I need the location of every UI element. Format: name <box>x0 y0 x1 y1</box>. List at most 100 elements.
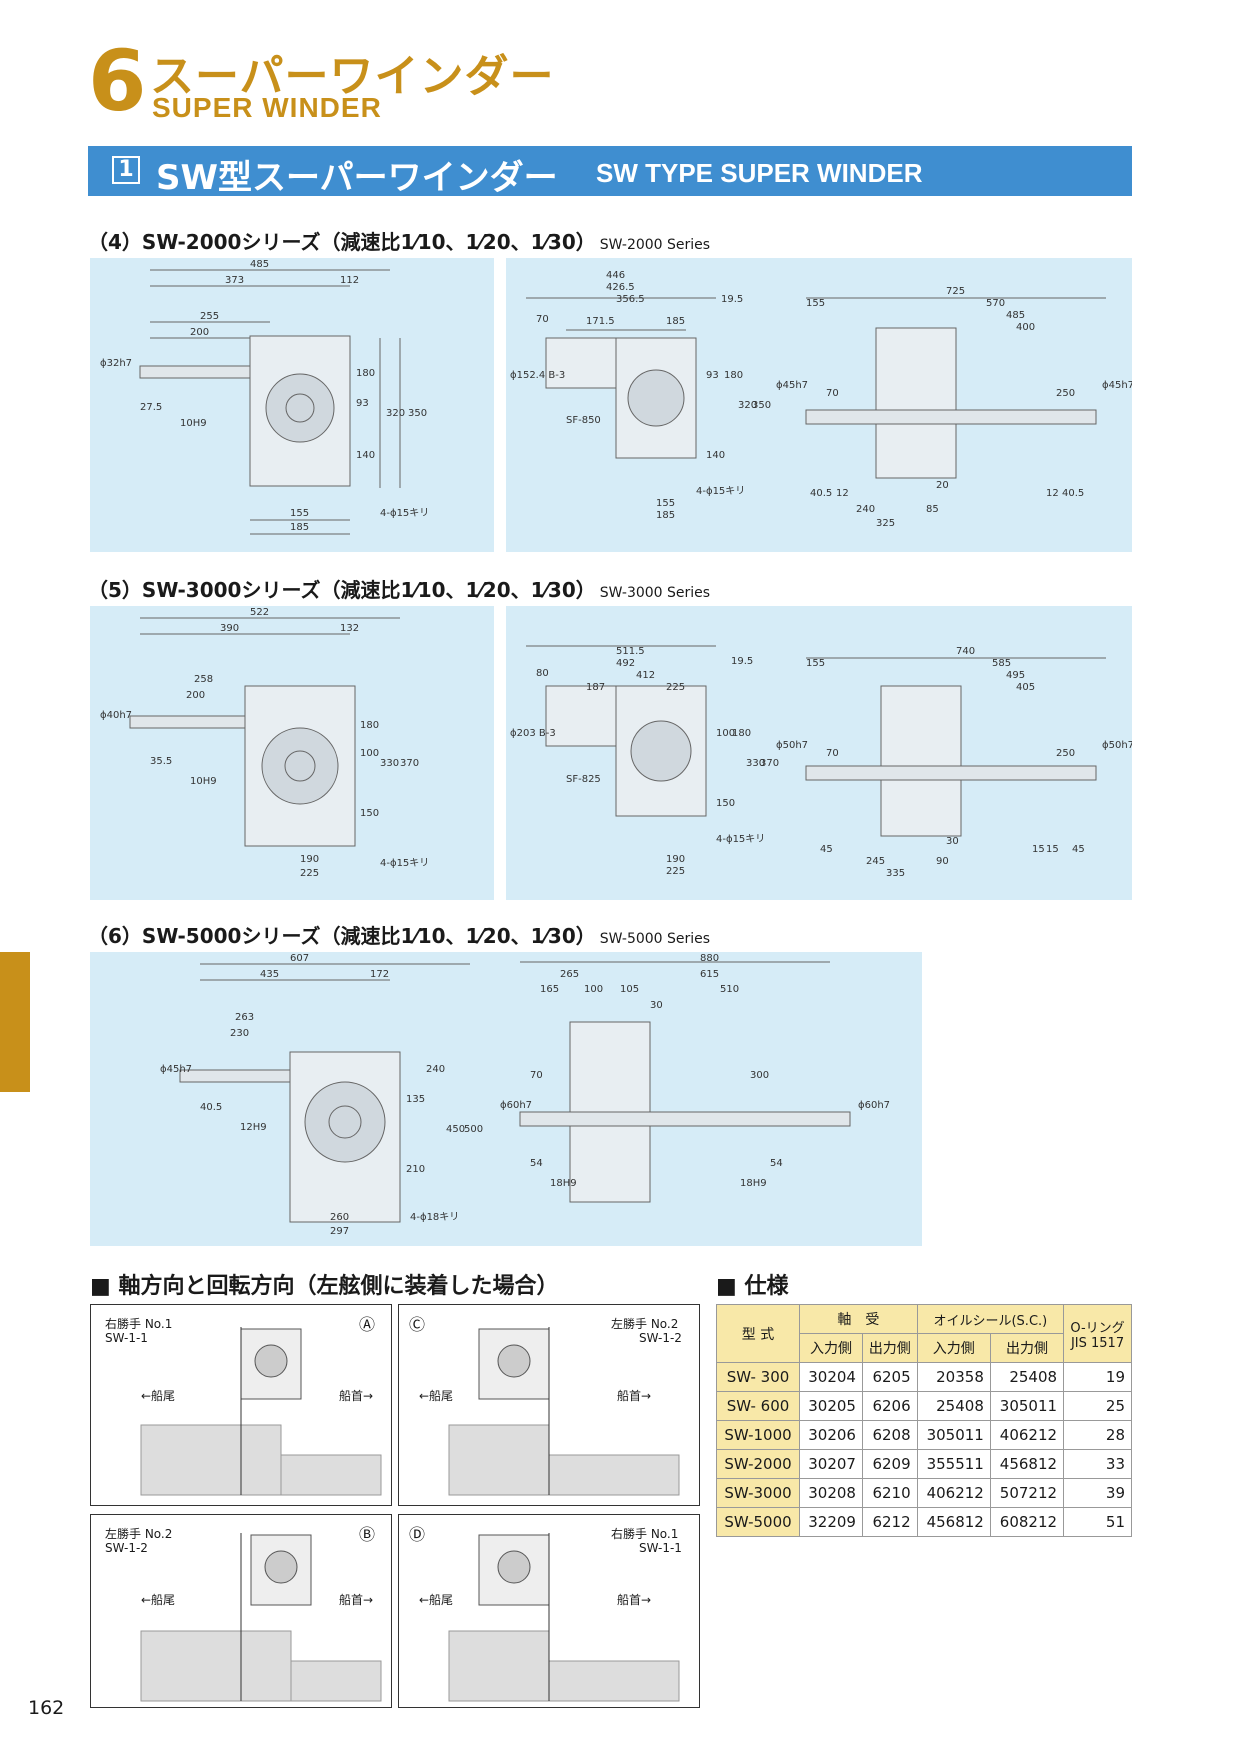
dim-label: 12 <box>1046 488 1059 499</box>
dim-label: 40.5 <box>1062 488 1084 499</box>
dim-label: 230 <box>230 1028 249 1039</box>
dim-label: 54 <box>530 1158 543 1169</box>
spec-cell: 456812 <box>989 1449 1065 1479</box>
dim-label: 405 <box>1016 682 1035 693</box>
seal-input-header: 入力側 <box>916 1333 991 1363</box>
table-row: SW-1000 30206 6208 305011 406212 28 <box>716 1420 1132 1450</box>
dim-label: 446 <box>606 270 625 281</box>
seal-output-header: 出力側 <box>989 1333 1065 1363</box>
bow-label: 船首→ <box>339 1593 374 1607</box>
dim-label: 412 <box>636 670 655 681</box>
spec-cell: 25408 <box>989 1362 1065 1392</box>
rotation-title: ■ 軸方向と回転方向（左舷側に装着した場合） <box>90 1274 559 1299</box>
dim-label: 12H9 <box>240 1122 267 1133</box>
gear-illustration <box>448 1327 680 1496</box>
ratio: 1⁄30 <box>530 578 576 602</box>
table-row: SW- 300 30204 6205 20358 25408 19 <box>716 1362 1132 1392</box>
dim-label: 4-ϕ15キリ <box>380 858 429 869</box>
dim-label: 263 <box>235 1012 254 1023</box>
table-row: SW-2000 30207 6209 355511 456812 33 <box>716 1449 1132 1479</box>
spec-cell: 33 <box>1063 1449 1132 1479</box>
dim-label: 320 <box>738 400 757 411</box>
bow-label: 船首→ <box>617 1593 652 1607</box>
dim-label: 450 <box>446 1124 465 1135</box>
dim-label: 155 <box>656 498 675 509</box>
dim-label: 725 <box>946 286 965 297</box>
drawing-side-sw2000: 446 426.5 356.5 70 171.5 185 19.5 ϕ152.4… <box>506 258 1132 552</box>
dim-label: 155 <box>806 658 825 669</box>
dim-label: 180 <box>732 728 751 739</box>
spec-cell: 6206 <box>861 1391 918 1421</box>
spec-cell: 19 <box>1063 1362 1132 1392</box>
dim-label: 880 <box>700 953 719 964</box>
dim-label: 18H9 <box>550 1178 577 1189</box>
chapter-title-en: SUPER WINDER <box>152 92 382 123</box>
chapter-number: 6 <box>88 32 147 130</box>
dim-label: 500 <box>464 1124 483 1135</box>
gear-illustration <box>448 1533 680 1702</box>
dim-label: 187 <box>586 682 605 693</box>
table-row: SW-3000 30208 6210 406212 507212 39 <box>716 1478 1132 1508</box>
series-title: （6）SW-5000シリーズ（減速比 <box>88 924 401 948</box>
bearing-output-header: 出力側 <box>861 1333 918 1363</box>
dim-label: 335 <box>886 868 905 879</box>
dim-label: 30 <box>946 836 959 847</box>
series-heading: （4）SW-2000シリーズ（減速比1⁄10、1⁄20、1⁄30） SW-2000… <box>88 230 711 254</box>
spec-cell: 456812 <box>916 1507 991 1537</box>
dim-label: 45 <box>1072 844 1085 855</box>
dim-label: 4-ϕ15キリ <box>716 834 765 845</box>
side-tab <box>0 952 30 1092</box>
dim-label: 258 <box>194 674 213 685</box>
chapter-title-jp: スーパーワインダー <box>150 51 555 102</box>
dim-label: 180 <box>356 368 375 379</box>
dim-label: 172 <box>370 969 389 980</box>
spec-cell: 30204 <box>799 1362 863 1392</box>
section-title-en: SW TYPE SUPER WINDER <box>596 158 923 188</box>
spec-cell: 608212 <box>989 1507 1065 1537</box>
dim-label: 185 <box>666 316 685 327</box>
dim-label: 240 <box>426 1064 445 1075</box>
dim-label: 155 <box>806 298 825 309</box>
dim-label: 615 <box>700 969 719 980</box>
dim-label: 190 <box>666 854 685 865</box>
spec-cell: 30207 <box>799 1449 863 1479</box>
dim-label: ϕ45h7 <box>160 1064 192 1075</box>
spec-cell: 507212 <box>989 1478 1065 1508</box>
code-label: SW-1-1 <box>639 1541 682 1555</box>
dim-label: 265 <box>560 969 579 980</box>
rotation-box-b: 左勝手 No.2 SW-1-2 Ⓑ ←船尾 船首→ <box>90 1514 392 1708</box>
spec-cell: 305011 <box>916 1420 991 1450</box>
spec-table: 型 式 軸 受 オイルシール(S.C.) O-リング JIS 1517 入力側 … <box>716 1304 1132 1537</box>
dim-label: 570 <box>986 298 1005 309</box>
spec-cell: 30205 <box>799 1391 863 1421</box>
drawing-front-sw2000: 485 373 112 255 200 ϕ32h7 27.5 10H9 93 1… <box>90 258 494 552</box>
oring-header: O-リング JIS 1517 <box>1063 1304 1132 1363</box>
ratio: 1⁄20 <box>465 578 511 602</box>
stern-label: ←船尾 <box>141 1593 176 1607</box>
dim-label: 426.5 <box>606 282 635 293</box>
dim-label: 100 <box>360 748 379 759</box>
dim-label: ϕ45h7 <box>1102 380 1132 391</box>
dim-label: 45 <box>820 844 833 855</box>
gear-illustration <box>140 1327 382 1496</box>
dim-label: 370 <box>400 758 419 769</box>
stern-label: ←船尾 <box>419 1389 454 1403</box>
dim-label: 180 <box>360 720 379 731</box>
spec-cell: 51 <box>1063 1507 1132 1537</box>
dim-label: 80 <box>536 668 549 679</box>
dim-label: 135 <box>406 1094 425 1105</box>
code-label: SW-1-1 <box>105 1331 148 1345</box>
dim-label: ϕ50h7 <box>776 740 808 751</box>
spec-title: ■ 仕様 <box>716 1274 789 1299</box>
dim-label: 70 <box>536 314 549 325</box>
dim-label: 40.5 <box>200 1102 222 1113</box>
dim-label: 373 <box>225 275 244 286</box>
mark-label: Ⓐ <box>359 1315 376 1334</box>
mark-label: Ⓒ <box>409 1315 426 1334</box>
rotation-box-d: 右勝手 No.1 SW-1-1 Ⓓ ←船尾 船首→ <box>398 1514 700 1708</box>
spec-cell: 30208 <box>799 1478 863 1508</box>
dim-label: 4-ϕ18キリ <box>410 1212 459 1223</box>
dim-label: 30 <box>650 1000 663 1011</box>
dim-label: 522 <box>250 607 269 618</box>
rotation-box-c: 左勝手 No.2 SW-1-2 Ⓒ ←船尾 船首→ <box>398 1304 700 1506</box>
